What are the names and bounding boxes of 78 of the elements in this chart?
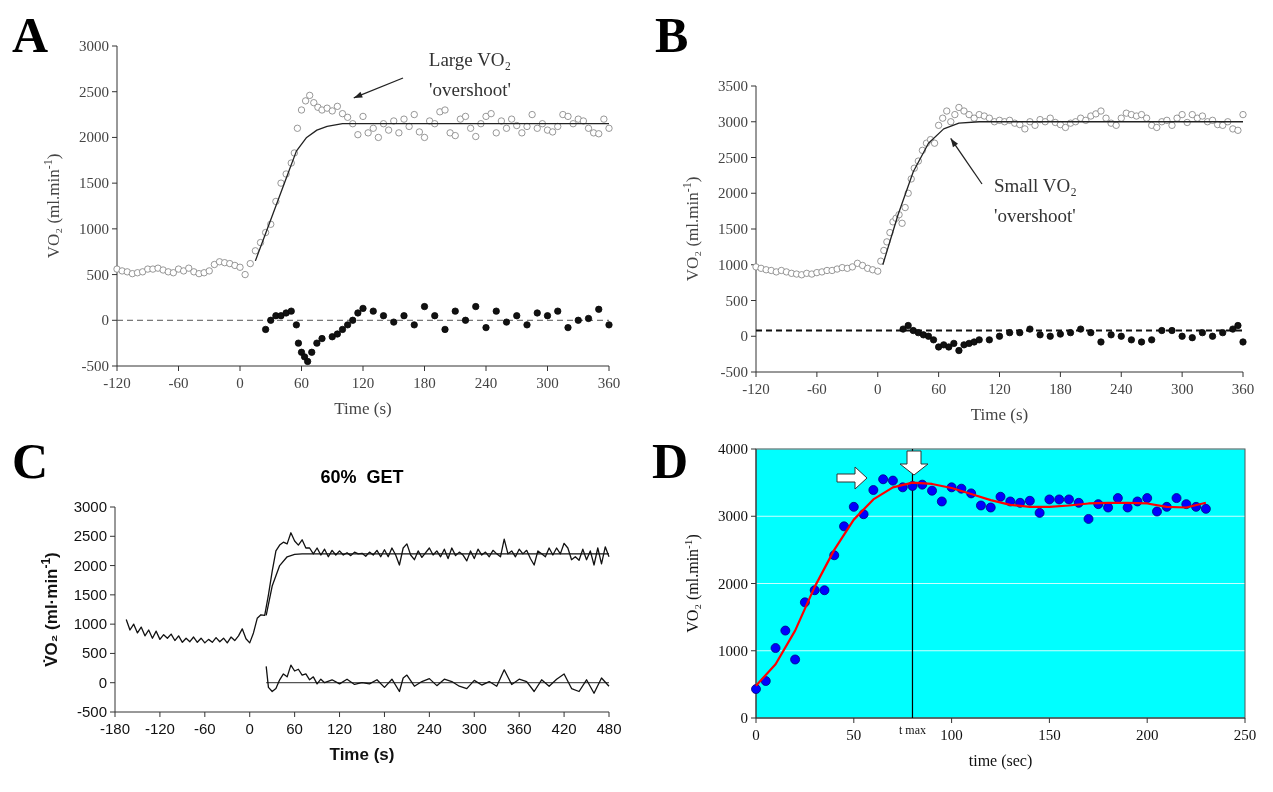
text: D [652, 433, 689, 489]
x-tick-label: 240 [416, 720, 442, 737]
x-tick-label: 300 [1170, 381, 1194, 397]
x-tick-label: 180 [1049, 381, 1072, 397]
x-tick-label: -60 [168, 375, 189, 391]
y-tick-label: 0 [98, 673, 107, 691]
x-tick-label: 0 [752, 727, 760, 743]
y-tick-label: 3000 [73, 498, 107, 515]
ref-line-label: t max [898, 723, 926, 737]
x-tick-label: 0 [874, 381, 882, 397]
y-tick-label: 0 [101, 312, 109, 329]
x-tick-label: -60 [193, 720, 216, 737]
y-tick-label: 1500 [73, 585, 107, 603]
x-tick-label: -60 [806, 381, 827, 397]
x-tick-label: 50 [846, 727, 862, 743]
y-tick-label: 2000 [79, 129, 109, 146]
x-tick-label: 60 [931, 381, 947, 397]
text: B [655, 7, 689, 63]
chart-title: 60% GET [320, 467, 404, 487]
x-tick-label: -180 [99, 720, 131, 737]
y-tick-label: 2000 [73, 556, 107, 574]
y-tick-label: 1000 [718, 256, 748, 273]
x-tick-label: 150 [1038, 727, 1061, 743]
x-axis-title: Time (s) [970, 405, 1029, 424]
y-tick-label: 0 [740, 710, 748, 726]
x-tick-label: -120 [103, 375, 131, 391]
x-tick-label: 60 [286, 720, 303, 737]
y-tick-label: 1000 [79, 220, 109, 237]
y-tick-label: 2500 [718, 149, 748, 166]
x-tick-label: 180 [413, 375, 436, 391]
x-tick-label: 200 [1135, 727, 1159, 743]
y-tick-label: 1500 [79, 175, 109, 192]
x-tick-label: 60 [294, 375, 309, 391]
x-tick-label: -120 [144, 720, 175, 737]
x-tick-label: 250 [1233, 727, 1257, 743]
x-tick-label: 300 [461, 720, 487, 737]
x-tick-label: -120 [742, 381, 770, 397]
x-axis-title: Time (s) [334, 399, 392, 418]
y-tick-label: 0 [740, 328, 748, 345]
x-tick-label: 240 [474, 375, 498, 391]
y-tick-label: 2500 [73, 527, 107, 545]
x-tick-label: 180 [371, 720, 397, 737]
y-tick-label: 1000 [73, 615, 107, 633]
y-tick-label: 2500 [79, 83, 109, 100]
text: C [12, 433, 49, 489]
y-tick-label: 3500 [718, 78, 748, 94]
x-tick-label: 420 [551, 720, 577, 737]
x-tick-label: 0 [236, 375, 244, 391]
x-tick-label: 300 [536, 375, 559, 391]
y-tick-label: 500 [725, 292, 748, 309]
x-tick-label: 360 [1231, 381, 1255, 397]
x-tick-label: 480 [596, 720, 622, 737]
y-tick-label: 500 [86, 266, 109, 283]
x-tick-label: 0 [245, 720, 254, 737]
x-tick-label: 100 [940, 727, 963, 743]
y-tick-label: 3000 [718, 113, 748, 130]
x-tick-label: 120 [327, 720, 353, 737]
x-tick-label: 120 [351, 375, 375, 391]
y-tick-label: 3000 [718, 508, 748, 525]
y-tick-label: 2000 [718, 575, 748, 592]
x-tick-label: 360 [597, 375, 621, 391]
x-axis-title: Time (s) [329, 745, 395, 764]
y-tick-label: 1500 [718, 221, 748, 237]
y-tick-label: -500 [76, 703, 107, 720]
y-tick-label: 2000 [718, 185, 748, 202]
y-tick-label: 3000 [79, 38, 109, 54]
annotation: Small VO₂ 'overshoot' [994, 175, 1077, 226]
y-tick-label: -500 [81, 358, 109, 374]
y-tick-label: 1000 [718, 642, 748, 659]
x-tick-label: 120 [988, 381, 1011, 397]
x-tick-label: 360 [506, 720, 532, 737]
y-tick-label: 4000 [718, 441, 748, 457]
annotation: Large VO₂ 'overshoot' [428, 49, 512, 100]
y-tick-label: -500 [720, 364, 748, 380]
x-tick-label: 240 [1110, 381, 1133, 397]
text: A [12, 7, 49, 63]
y-tick-label: 500 [81, 644, 107, 662]
x-axis-title: time (sec) [968, 752, 1033, 770]
